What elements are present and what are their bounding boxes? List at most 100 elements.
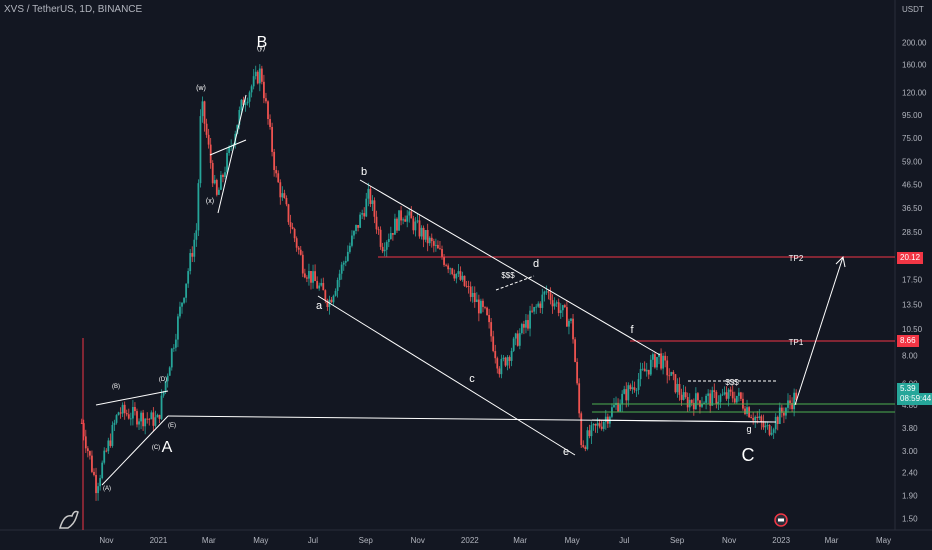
candle-body: [621, 393, 624, 405]
price-tick-label: 36.50: [902, 204, 923, 213]
candle-body: [248, 92, 251, 102]
candle-body: [445, 264, 448, 266]
candle-body: [590, 425, 593, 437]
candle-body: [195, 230, 198, 240]
candle-body: [492, 336, 495, 352]
candle-body: [394, 218, 396, 235]
candle-body: [127, 414, 130, 419]
candle-body: [273, 151, 276, 171]
candle-body: [101, 462, 104, 479]
candle-body: [209, 144, 212, 163]
time-tick-label: Jul: [308, 536, 318, 545]
candle-body: [371, 200, 374, 204]
candle-body: [543, 291, 546, 295]
wave-label: (x): [206, 198, 214, 205]
candle-body: [697, 393, 699, 401]
candle-body: [398, 210, 400, 231]
candle-body: [651, 354, 654, 360]
candle-body: [711, 390, 714, 406]
candle-body: [512, 338, 515, 351]
candle-body: [381, 246, 384, 252]
candle-body: [518, 333, 521, 346]
wave-label: c: [469, 373, 475, 385]
candle-body: [138, 421, 140, 425]
candle-body: [557, 302, 560, 313]
candle-body: [283, 193, 286, 199]
candle-body: [105, 450, 108, 452]
candle-body: [660, 353, 662, 369]
candle-body: [631, 387, 634, 390]
candle-body: [780, 407, 783, 413]
candle-body: [97, 486, 99, 494]
candle-body: [256, 71, 259, 84]
candle-body: [260, 68, 263, 82]
candle-body: [82, 423, 85, 437]
candle-body: [637, 379, 640, 390]
candle-body: [514, 333, 517, 339]
candle-body: [224, 172, 226, 178]
candle-body: [563, 305, 566, 308]
candle-body: [656, 357, 658, 368]
candle-body: [103, 450, 106, 463]
candle-body: [488, 314, 490, 323]
countdown-badge: 08:59:44: [897, 393, 932, 405]
candle-body: [336, 280, 339, 291]
time-tick-label: Mar: [202, 536, 216, 545]
candle-body: [275, 170, 278, 174]
candle-body: [293, 228, 296, 239]
wave-label: (y): [257, 45, 265, 52]
time-tick-label: Sep: [670, 536, 685, 545]
current-price-badge: 5.39: [897, 383, 919, 395]
candle-body: [465, 285, 468, 287]
candle-body: [170, 348, 173, 368]
price-tick-label: 28.50: [902, 228, 923, 237]
candle-body: [602, 421, 605, 429]
candle-body: [506, 357, 509, 366]
candle-body: [764, 425, 767, 428]
candle-body: [199, 116, 202, 184]
candle-body: [680, 394, 683, 400]
candle-body: [551, 300, 554, 307]
candle-body: [529, 310, 531, 329]
candle-body: [686, 397, 689, 408]
candle-body: [166, 375, 169, 382]
candle-body: [592, 423, 595, 426]
candle-body: [205, 123, 208, 135]
candle-body: [318, 285, 321, 289]
candle-body: [387, 239, 390, 243]
candle-body: [222, 174, 224, 178]
candle-body: [735, 395, 738, 403]
candle-body: [363, 213, 366, 217]
candle-body: [164, 381, 167, 392]
candle-body: [449, 268, 452, 270]
candle-body: [568, 320, 570, 327]
candle-body: [572, 318, 574, 340]
candle-body: [117, 412, 120, 416]
candle-body: [316, 281, 319, 289]
candle-body: [641, 368, 644, 370]
candle-body: [220, 174, 222, 190]
time-axis[interactable]: Nov 2021 Mar May Jul Sep Nov 2022 Mar May Jul Sep No…: [99, 536, 891, 545]
price-tick-label: 17.50: [902, 276, 923, 285]
candle-body: [424, 230, 427, 240]
candle-body: [490, 322, 493, 337]
candle-body: [299, 249, 302, 255]
candle-body: [473, 292, 476, 303]
time-tick-label: Nov: [99, 536, 113, 545]
candle-body: [228, 146, 231, 153]
candle-body: [181, 302, 183, 307]
candle-body: [570, 318, 572, 321]
candle-body: [369, 188, 372, 204]
symbol-title[interactable]: XVS / TetherUS, 1D, BINANCE: [4, 4, 143, 15]
event-flag-icon[interactable]: [774, 513, 788, 527]
candle-body: [676, 383, 679, 393]
wave-label: (E): [168, 423, 176, 429]
candle-body: [236, 124, 239, 134]
candle-body: [308, 270, 310, 279]
candle-body: [664, 355, 667, 361]
time-tick-label: Sep: [359, 536, 374, 545]
candle-body: [146, 418, 149, 420]
candle-body: [400, 210, 402, 221]
candle-body: [527, 320, 529, 329]
